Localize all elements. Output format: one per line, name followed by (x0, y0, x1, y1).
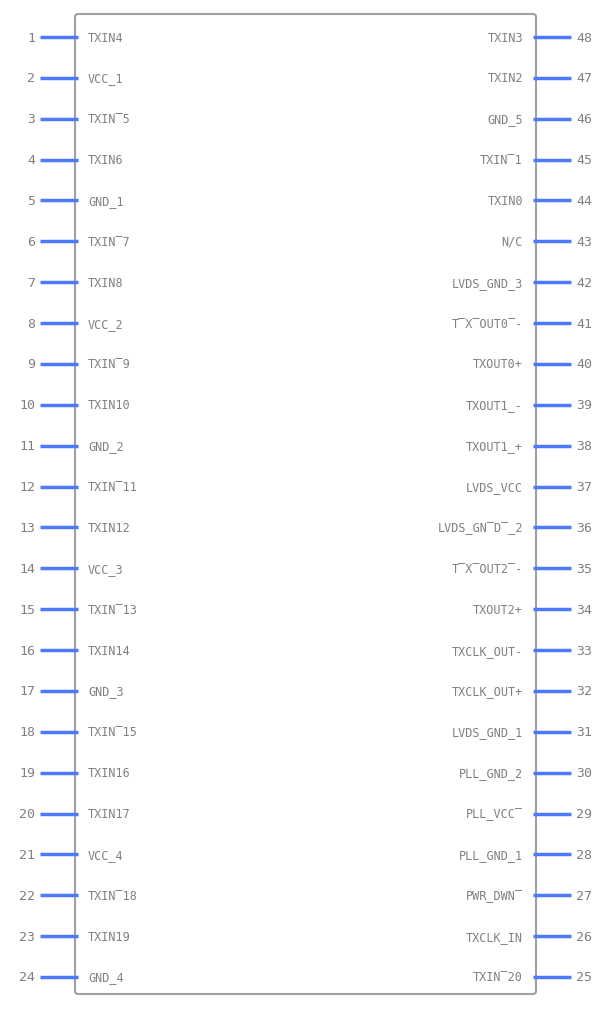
Text: TXIN17: TXIN17 (88, 807, 131, 820)
Text: 46: 46 (576, 113, 592, 126)
Text: TXIN0: TXIN0 (488, 195, 523, 208)
Text: GND_5: GND_5 (488, 113, 523, 126)
Text: GND_3: GND_3 (88, 684, 123, 698)
Text: T̅X̅OUT2̅-: T̅X̅OUT2̅- (452, 562, 523, 575)
Text: TXOUT2+: TXOUT2+ (473, 604, 523, 616)
Text: 37: 37 (576, 480, 592, 493)
Text: 21: 21 (19, 848, 35, 861)
Text: 4: 4 (27, 154, 35, 167)
Text: 2: 2 (27, 73, 35, 85)
Text: TXIN̅11: TXIN̅11 (88, 480, 138, 493)
Text: LVDS_GND_3: LVDS_GND_3 (452, 276, 523, 289)
Text: 48: 48 (576, 31, 592, 44)
Text: 24: 24 (19, 971, 35, 984)
Text: TXIN3: TXIN3 (488, 31, 523, 44)
Text: 26: 26 (576, 930, 592, 942)
Text: 7: 7 (27, 276, 35, 289)
Text: LVDS_GN̅D̅_2: LVDS_GN̅D̅_2 (438, 522, 523, 535)
Text: 27: 27 (576, 889, 592, 902)
Text: TXIN8: TXIN8 (88, 276, 123, 289)
Text: 19: 19 (19, 766, 35, 779)
Text: 10: 10 (19, 399, 35, 411)
Text: TXIN6: TXIN6 (88, 154, 123, 167)
Text: 44: 44 (576, 195, 592, 208)
Text: LVDS_VCC: LVDS_VCC (466, 480, 523, 493)
Text: TXCLK_OUT+: TXCLK_OUT+ (452, 684, 523, 698)
Text: TXOUT0+: TXOUT0+ (473, 358, 523, 371)
Text: 16: 16 (19, 644, 35, 657)
Text: 43: 43 (576, 236, 592, 249)
Text: TXIN̅13: TXIN̅13 (88, 604, 138, 616)
Text: VCC_2: VCC_2 (88, 317, 123, 331)
Text: TXIN14: TXIN14 (88, 644, 131, 657)
Text: TXIN̅18: TXIN̅18 (88, 889, 138, 902)
Text: 45: 45 (576, 154, 592, 167)
Text: 17: 17 (19, 684, 35, 698)
Text: GND_1: GND_1 (88, 195, 123, 208)
Text: 42: 42 (576, 276, 592, 289)
Text: TXIN̅15: TXIN̅15 (88, 726, 138, 739)
Text: 20: 20 (19, 807, 35, 820)
Text: 39: 39 (576, 399, 592, 411)
Text: 41: 41 (576, 317, 592, 331)
Text: TXIN̅5: TXIN̅5 (88, 113, 131, 126)
Text: TXOUT1_-: TXOUT1_- (466, 399, 523, 411)
FancyBboxPatch shape (75, 15, 536, 994)
Text: 28: 28 (576, 848, 592, 861)
Text: 12: 12 (19, 480, 35, 493)
Text: N/C: N/C (502, 236, 523, 249)
Text: TXIN̅20: TXIN̅20 (473, 971, 523, 984)
Text: 5: 5 (27, 195, 35, 208)
Text: 18: 18 (19, 726, 35, 739)
Text: 34: 34 (576, 604, 592, 616)
Text: 47: 47 (576, 73, 592, 85)
Text: 31: 31 (576, 726, 592, 739)
Text: TXIN̅9: TXIN̅9 (88, 358, 131, 371)
Text: 8: 8 (27, 317, 35, 331)
Text: TXCLK_OUT-: TXCLK_OUT- (452, 644, 523, 657)
Text: 35: 35 (576, 562, 592, 575)
Text: TXIN16: TXIN16 (88, 766, 131, 779)
Text: 15: 15 (19, 604, 35, 616)
Text: 38: 38 (576, 440, 592, 453)
Text: 11: 11 (19, 440, 35, 453)
Text: 1: 1 (27, 31, 35, 44)
Text: 14: 14 (19, 562, 35, 575)
Text: 30: 30 (576, 766, 592, 779)
Text: PLL_GND_1: PLL_GND_1 (459, 848, 523, 861)
Text: T̅X̅OUT0̅-: T̅X̅OUT0̅- (452, 317, 523, 331)
Text: VCC_1: VCC_1 (88, 73, 123, 85)
Text: TXIN̅1: TXIN̅1 (480, 154, 523, 167)
Text: 32: 32 (576, 684, 592, 698)
Text: TXIN12: TXIN12 (88, 522, 131, 535)
Text: 9: 9 (27, 358, 35, 371)
Text: PLL_GND_2: PLL_GND_2 (459, 766, 523, 779)
Text: 29: 29 (576, 807, 592, 820)
Text: TXIN̅7: TXIN̅7 (88, 236, 131, 249)
Text: TXIN4: TXIN4 (88, 31, 123, 44)
Text: 13: 13 (19, 522, 35, 535)
Text: 25: 25 (576, 971, 592, 984)
Text: TXCLK_IN: TXCLK_IN (466, 930, 523, 942)
Text: VCC_3: VCC_3 (88, 562, 123, 575)
Text: 6: 6 (27, 236, 35, 249)
Text: 3: 3 (27, 113, 35, 126)
Text: 36: 36 (576, 522, 592, 535)
Text: LVDS_GND_1: LVDS_GND_1 (452, 726, 523, 739)
Text: PWR_DWN̅: PWR_DWN̅ (466, 889, 523, 902)
Text: TXOUT1_+: TXOUT1_+ (466, 440, 523, 453)
Text: 22: 22 (19, 889, 35, 902)
Text: GND_2: GND_2 (88, 440, 123, 453)
Text: TXIN19: TXIN19 (88, 930, 131, 942)
Text: 33: 33 (576, 644, 592, 657)
Text: VCC_4: VCC_4 (88, 848, 123, 861)
Text: 40: 40 (576, 358, 592, 371)
Text: TXIN2: TXIN2 (488, 73, 523, 85)
Text: PLL_VCC̅: PLL_VCC̅ (466, 807, 523, 820)
Text: 23: 23 (19, 930, 35, 942)
Text: TXIN10: TXIN10 (88, 399, 131, 411)
Text: GND_4: GND_4 (88, 971, 123, 984)
